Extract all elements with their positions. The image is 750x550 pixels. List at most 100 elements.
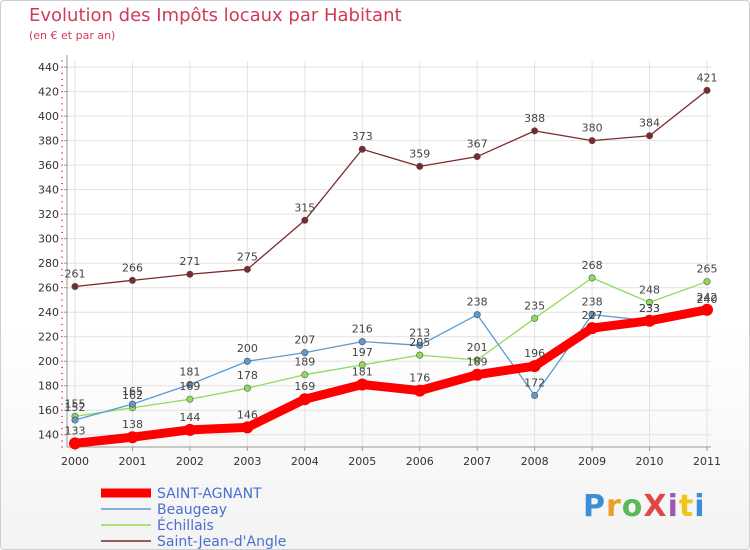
data-point-1 [71, 416, 79, 424]
data-point-2 [186, 395, 194, 403]
logo-letter: o [621, 489, 644, 524]
y-tick-label: 140 [38, 429, 59, 442]
data-point-0 [471, 368, 484, 381]
data-point-2 [646, 298, 654, 306]
logo-letter: i [694, 489, 706, 524]
data-label: 178 [237, 369, 258, 382]
y-tick-label: 340 [38, 184, 59, 197]
data-point-1 [186, 381, 194, 389]
data-point-3 [358, 145, 366, 153]
data-label: 238 [582, 296, 603, 309]
data-point-0 [183, 423, 196, 436]
data-point-3 [186, 270, 194, 278]
data-label: 268 [582, 259, 603, 272]
x-tick-label: 2000 [61, 455, 89, 468]
data-point-0 [528, 360, 541, 373]
data-label: 227 [582, 309, 603, 322]
logo-letter: P [583, 489, 606, 524]
data-label: 146 [237, 408, 258, 421]
tick-labels: 140 160 180 200 220 240 260 280 300 320 340 360 380 4… [38, 61, 721, 468]
data-point-2 [243, 384, 251, 392]
chart-subtitle: (en € et par an) [29, 29, 116, 42]
data-label: 189 [294, 356, 315, 369]
y-tick-label: 360 [38, 159, 59, 172]
data-label: 384 [639, 117, 660, 130]
data-point-1 [531, 392, 539, 400]
data-label: 176 [409, 372, 430, 385]
data-point-3 [473, 153, 481, 161]
data-label: 233 [639, 302, 660, 315]
data-label: 172 [524, 377, 545, 390]
legend: SAINT-AGNANTBeaugeayÉchillaisSaint-Jean-… [101, 486, 286, 549]
y-tick-label: 240 [38, 306, 59, 319]
x-tick-label: 2010 [636, 455, 664, 468]
data-label: 359 [409, 147, 430, 160]
data-label: 315 [294, 201, 315, 214]
data-point-1 [243, 357, 251, 365]
data-label: 421 [697, 71, 718, 84]
data-point-0 [586, 322, 599, 335]
data-point-3 [646, 132, 654, 140]
data-label: 181 [352, 366, 373, 379]
data-point-2 [588, 274, 596, 282]
data-label: 152 [65, 401, 86, 414]
data-point-0 [356, 378, 369, 391]
logo-letter: r [606, 489, 622, 524]
data-label: 196 [524, 347, 545, 360]
data-label: 238 [467, 296, 488, 309]
data-point-2 [301, 371, 309, 379]
data-point-1 [301, 349, 309, 357]
series-line-2 [74, 277, 708, 418]
data-point-3 [301, 216, 309, 224]
data-label: 367 [467, 138, 488, 151]
series-line-0 [70, 305, 712, 448]
grid-lines [67, 61, 711, 447]
y-tick-label: 400 [38, 110, 59, 123]
series-lines [70, 89, 712, 448]
x-tick-label: 2004 [291, 455, 319, 468]
data-point-3 [416, 162, 424, 170]
x-tick-label: 2002 [176, 455, 204, 468]
x-tick-label: 2007 [463, 455, 491, 468]
data-label: 201 [467, 341, 488, 354]
y-tick-label: 200 [38, 355, 59, 368]
data-label: 207 [294, 334, 315, 347]
data-label: 233 [639, 302, 660, 315]
data-point-0 [69, 437, 81, 450]
data-point-2 [473, 356, 481, 364]
x-tick-label: 2005 [348, 455, 376, 468]
y-tick-label: 220 [38, 331, 59, 344]
data-point-0 [126, 431, 139, 444]
data-label: 197 [352, 346, 373, 359]
x-tick-label: 2009 [578, 455, 606, 468]
data-point-3 [71, 282, 79, 290]
data-point-0 [643, 314, 656, 327]
data-label: 155 [65, 397, 86, 410]
data-label: 165 [122, 385, 143, 398]
y-tick-label: 260 [38, 282, 59, 295]
data-point-2 [531, 314, 539, 322]
data-point-2 [416, 351, 424, 359]
data-point-1 [473, 311, 481, 319]
data-label: 189 [467, 356, 488, 369]
data-label: 242 [697, 291, 718, 304]
data-label: 388 [524, 112, 545, 125]
x-tick-label: 2011 [693, 455, 721, 468]
data-label: 138 [122, 418, 143, 431]
axes [61, 55, 711, 451]
data-label: 181 [179, 366, 200, 379]
legend-label: Échillais [157, 517, 214, 534]
data-label: 169 [294, 380, 315, 393]
data-point-1 [588, 311, 596, 319]
data-point-0 [241, 421, 254, 434]
y-tick-label: 380 [38, 135, 59, 148]
data-label: 373 [352, 130, 373, 143]
logo-letter: X [643, 489, 668, 524]
data-point-1 [128, 400, 136, 408]
data-label: 169 [179, 380, 200, 393]
data-point-0 [298, 393, 311, 406]
data-label: 216 [352, 323, 373, 336]
data-label: 275 [237, 250, 258, 263]
